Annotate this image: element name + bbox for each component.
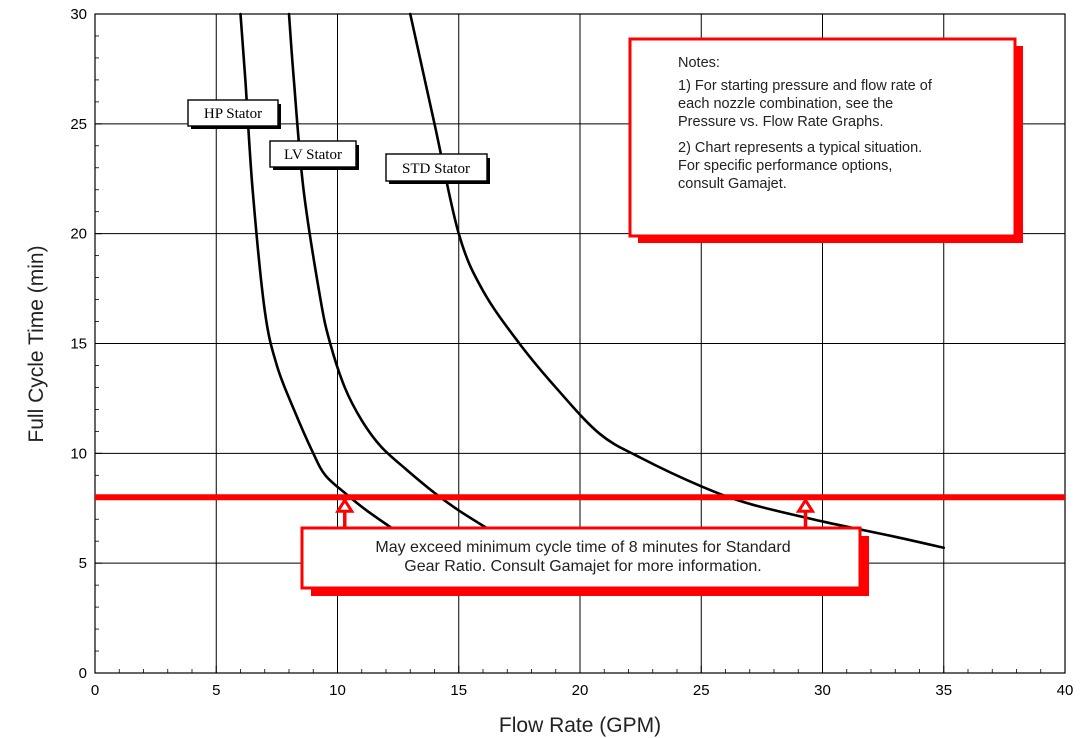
series-line-std-stator — [408, 12, 946, 550]
y-tick-label: 25 — [70, 116, 87, 133]
plot-frame — [94, 13, 1066, 674]
x-tick-label: 20 — [572, 682, 589, 699]
y-tick-label: 30 — [70, 6, 87, 23]
notes-line: each nozzle combination, see the — [678, 96, 893, 112]
y-tick-label: 15 — [70, 336, 87, 353]
callout-box: May exceed minimum cycle time of 8 minut… — [300, 526, 869, 596]
series-label-std: STD Stator — [385, 153, 490, 184]
series-label-lv: LV Stator — [269, 140, 359, 170]
callout-text: May exceed minimum cycle time of 8 minut… — [375, 539, 790, 575]
callout-line: May exceed minimum cycle time of 8 minut… — [375, 539, 790, 556]
y-tick-label: 0 — [79, 665, 87, 682]
notes-line: consult Gamajet. — [678, 176, 787, 192]
x-tick-label: 30 — [814, 682, 831, 699]
notes-line: 2) Chart represents a typical situation. — [678, 140, 922, 156]
lv-stator-label: LV Stator — [284, 147, 342, 163]
x-tick-label: 35 — [935, 682, 952, 699]
threshold-line-group — [95, 494, 1065, 528]
hp-stator-label: HP Stator — [204, 106, 262, 122]
callout-line: Gear Ratio. Consult Gamajet for more inf… — [404, 558, 761, 575]
threshold-arrow-head — [795, 497, 816, 513]
x-tick-label: 15 — [450, 682, 467, 699]
x-axis-title: Flow Rate (GPM) — [499, 714, 661, 737]
x-tick-label: 0 — [91, 682, 99, 699]
x-tick-label: 40 — [1057, 682, 1074, 699]
series-line-hp-stator — [239, 12, 400, 534]
notes-line: For specific performance options, — [678, 158, 892, 174]
notes-line: Pressure vs. Flow Rate Graphs. — [678, 114, 884, 130]
y-axis-title: Full Cycle Time (min) — [25, 245, 48, 442]
notes-line: Notes: — [678, 55, 720, 71]
notes-box: Notes: 1) For starting pressure and flow … — [628, 37, 1023, 243]
notes-line: 1) For starting pressure and flow rate o… — [678, 78, 933, 94]
series-label-hp: HP Stator — [187, 99, 281, 129]
std-stator-label: STD Stator — [402, 161, 470, 177]
x-tick-label: 25 — [693, 682, 710, 699]
series-line-lv-stator — [287, 12, 492, 532]
y-tick-label: 10 — [70, 445, 87, 462]
x-tick-label: 10 — [329, 682, 346, 699]
x-tick-label: 5 — [212, 682, 220, 699]
notes-text: Notes: 1) For starting pressure and flow … — [678, 55, 933, 192]
tick-labels: 0 5 10 15 20 25 30 35 40 0 5 10 15 20 25 30 — [70, 6, 1073, 699]
y-tick-label: 5 — [79, 555, 87, 572]
y-tick-label: 20 — [70, 226, 87, 243]
threshold-arrow-head — [335, 497, 355, 513]
